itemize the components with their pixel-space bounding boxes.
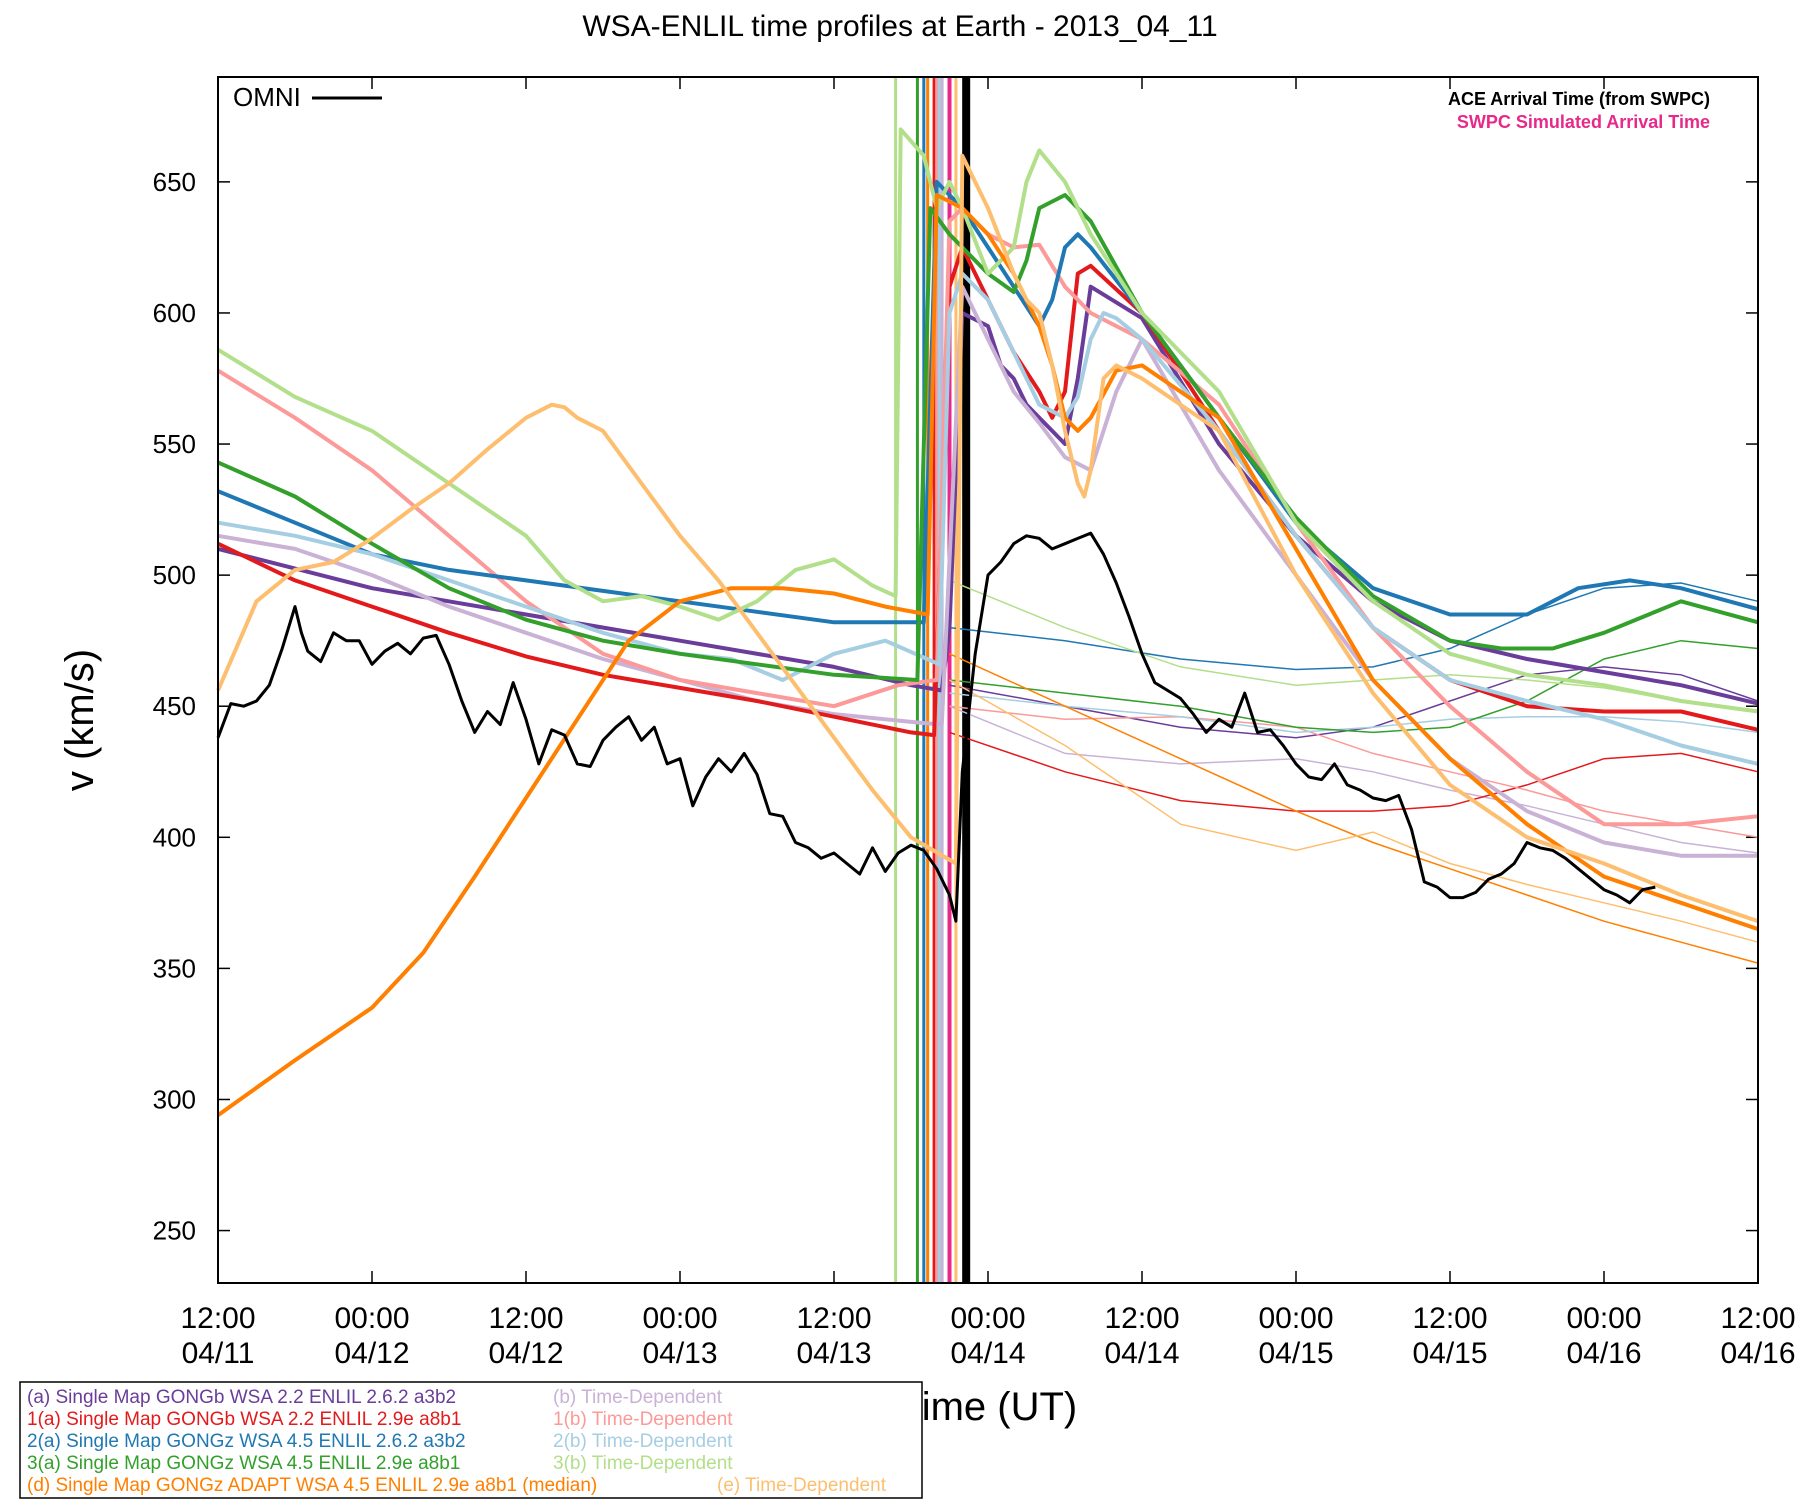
omni-line [216, 531, 1656, 923]
x-tick-date-7: 04/15 [1258, 1337, 1333, 1370]
x-axis-label: Time (UT) [899, 1385, 1077, 1429]
thin-series-line-8 [949, 653, 1759, 964]
x-tick-date-2: 04/12 [488, 1337, 563, 1370]
y-tick-label-400: 400 [153, 822, 196, 852]
series-line-7 [216, 127, 1759, 714]
x-tick-time-1: 00:00 [334, 1302, 409, 1335]
thin-series-line-4 [949, 582, 1759, 671]
y-tick-label-550: 550 [153, 429, 196, 459]
thin-series-line-5 [949, 692, 1759, 734]
y-tick-label-350: 350 [153, 953, 196, 983]
y-tick-label-450: 450 [153, 691, 196, 721]
x-tick-date-0: 04/11 [182, 1337, 255, 1370]
omni-series [216, 531, 1656, 923]
y-tick-label-600: 600 [153, 298, 196, 328]
series-lines [216, 77, 1759, 1283]
legend-entry-d: (d) Single Map GONGz ADAPT WSA 4.5 ENLIL… [27, 1475, 597, 1496]
y-tick-label-250: 250 [153, 1216, 196, 1246]
x-tick-date-8: 04/15 [1412, 1337, 1487, 1370]
series-line-9 [216, 153, 1759, 924]
legend-entry-a: (a) Single Map GONGb WSA 2.2 ENLIL 2.6.2… [27, 1387, 456, 1408]
x-tick-date-1: 04/12 [334, 1337, 409, 1370]
series-line-8 [216, 193, 1759, 1117]
x-tick-time-5: 00:00 [950, 1302, 1025, 1335]
series-line-4 [217, 179, 1759, 625]
legend-box [19, 1381, 923, 1499]
legend-entry-1b: 1(b) Time-Dependent [553, 1409, 733, 1430]
legend-entry-3b: 3(b) Time-Dependent [553, 1453, 733, 1474]
chart-title: WSA-ENLIL time profiles at Earth - 2013_… [582, 10, 1217, 43]
legend: (a) Single Map GONGb WSA 2.2 ENLIL 2.6.2… [19, 1381, 923, 1499]
thin-series-line-2 [949, 731, 1759, 812]
ace-arrival-label: ACE Arrival Time (from SWPC) [1448, 89, 1710, 109]
x-tick-date-3: 04/13 [642, 1337, 717, 1370]
series-line-5 [217, 271, 1759, 766]
thin-series-line-9 [949, 679, 1759, 943]
legend-entry-b: (b) Time-Dependent [553, 1387, 723, 1408]
thin-series-line-3 [949, 705, 1759, 839]
omni-legend-label: OMNI [233, 82, 301, 112]
legend-entry-2b: 2(b) Time-Dependent [553, 1431, 733, 1452]
plot-frame [217, 76, 1759, 1284]
omni-legend: OMNI [233, 82, 382, 112]
x-tick-time-7: 00:00 [1258, 1302, 1333, 1335]
thin-series-line-0 [949, 666, 1759, 739]
x-tick-time-9: 00:00 [1566, 1302, 1641, 1335]
x-tick-time-0: 12:00 [180, 1302, 255, 1335]
series-line-6 [217, 193, 1759, 682]
x-tick-date-9: 04/16 [1566, 1337, 1641, 1370]
tick-labels: 25030035040045050055060065012:0004/1100:… [153, 167, 1796, 1370]
x-tick-date-5: 04/14 [950, 1337, 1025, 1370]
legend-entry-e: (e) Time-Dependent [717, 1475, 887, 1496]
y-tick-label-300: 300 [153, 1084, 196, 1114]
x-tick-time-2: 12:00 [488, 1302, 563, 1335]
y-tick-label-650: 650 [153, 167, 196, 197]
x-tick-time-4: 12:00 [796, 1302, 871, 1335]
thin-series-line-1 [949, 705, 1759, 854]
legend-entry-1a: 1(a) Single Map GONGb WSA 2.2 ENLIL 2.9e… [27, 1409, 461, 1430]
swpc-arrival-label: SWPC Simulated Arrival Time [1457, 112, 1710, 132]
x-tick-time-10: 12:00 [1720, 1302, 1795, 1335]
legend-entry-3a: 3(a) Single Map GONGz WSA 4.5 ENLIL 2.9e… [27, 1453, 460, 1474]
x-tick-time-6: 12:00 [1104, 1302, 1179, 1335]
x-tick-date-10: 04/16 [1720, 1337, 1795, 1370]
x-tick-time-8: 12:00 [1412, 1302, 1487, 1335]
arrival-legend: ACE Arrival Time (from SWPC) SWPC Simula… [1448, 89, 1710, 132]
y-axis-label: v (km/s) [58, 649, 102, 791]
x-tick-date-4: 04/13 [796, 1337, 871, 1370]
x-tick-date-6: 04/14 [1104, 1337, 1179, 1370]
legend-entry-2a: 2(a) Single Map GONGz WSA 4.5 ENLIL 2.6.… [27, 1431, 466, 1452]
y-tick-label-500: 500 [153, 560, 196, 590]
series-line-0 [217, 284, 1759, 706]
thin-series-line-6 [949, 639, 1759, 734]
x-tick-time-3: 00:00 [642, 1302, 717, 1335]
